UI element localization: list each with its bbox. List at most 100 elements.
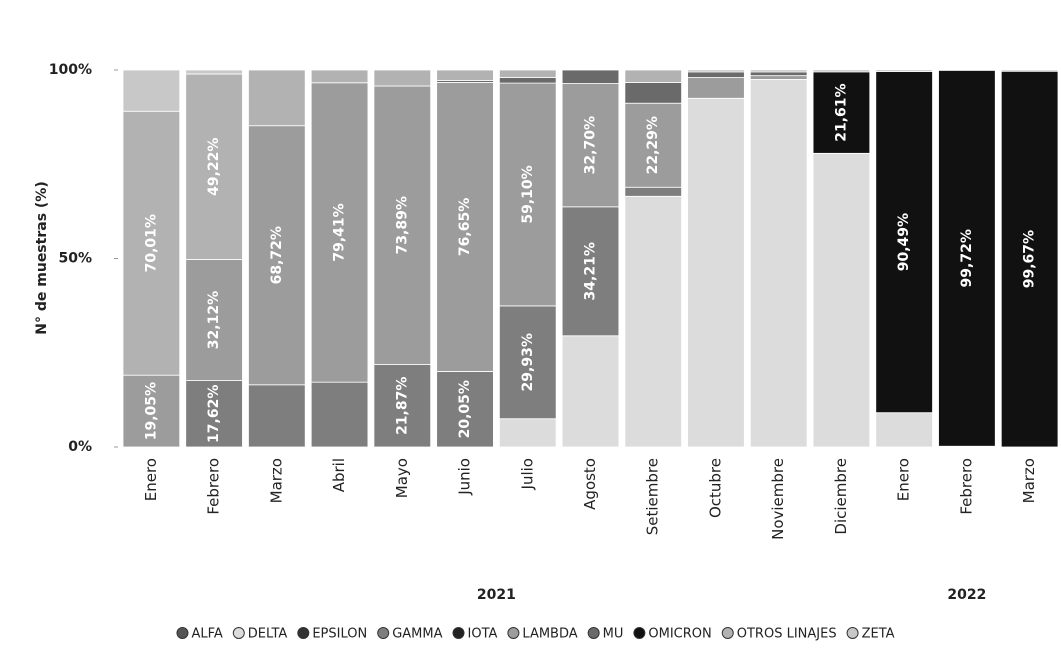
bar-segment: [373, 364, 432, 448]
y-tick-label: 0%: [68, 439, 92, 455]
value-label: 17,62%: [206, 385, 222, 443]
value-label: 32,12%: [206, 291, 222, 349]
bar-segment: [624, 195, 682, 448]
value-label: 99,67%: [1022, 230, 1038, 288]
bar-segment: [624, 69, 682, 83]
value-label: 21,87%: [394, 377, 410, 435]
value-label: 99,72%: [959, 229, 975, 287]
legend-swatch: [232, 627, 245, 639]
legend-label: GAMMA: [392, 627, 442, 642]
value-label: 19,05%: [143, 382, 159, 440]
legend-label: ZETA: [862, 627, 895, 642]
legend-label: OTROS LINAJES: [737, 627, 837, 642]
bar-segment: [122, 69, 181, 112]
bar-segment: [122, 374, 181, 448]
bar-segment: [875, 71, 933, 414]
legend-label: DELTA: [248, 627, 288, 642]
x-group-label: 2022: [947, 587, 986, 603]
value-label: 32,70%: [583, 116, 599, 174]
bar-segment: [185, 380, 243, 448]
bar-segment: [185, 259, 243, 381]
bar-segment: [185, 69, 243, 75]
bar-segment: [248, 125, 306, 386]
legend-swatch: [297, 627, 310, 639]
bar-segment: [373, 85, 432, 365]
x-tick-label: Marzo: [267, 458, 285, 503]
bar-segment: [687, 97, 745, 448]
bar-segment: [310, 381, 369, 448]
value-label: 59,10%: [520, 165, 536, 223]
bar-segment: [498, 69, 557, 78]
bar-segment: [248, 384, 306, 448]
bar-segment: [749, 71, 808, 77]
legend-swatch: [377, 627, 390, 639]
legend-swatch: [452, 627, 465, 639]
bar-segment: [749, 75, 808, 80]
x-tick-label: Marzo: [1020, 458, 1038, 503]
legend-swatch: [507, 627, 520, 639]
bar-segment: [498, 82, 557, 307]
legend-swatch: [846, 627, 859, 639]
bar-segment: [812, 152, 871, 448]
x-tick-label: Setiembre: [644, 458, 662, 535]
value-label: 20,05%: [457, 380, 473, 438]
legend-swatch: [721, 627, 734, 639]
y-tick-label: 100%: [49, 62, 92, 78]
x-tick-label: Julio: [518, 458, 536, 490]
value-label: 70,01%: [143, 214, 159, 272]
bar-segment: [561, 206, 620, 337]
bar-segment: [248, 69, 306, 127]
x-tick-label: Junio: [456, 458, 474, 496]
bar-segment: [938, 69, 996, 447]
legend-swatch: [587, 627, 600, 639]
legend-label: ALFA: [191, 627, 222, 642]
x-tick-label: Febrero: [957, 458, 975, 515]
bar-segment: [749, 69, 808, 73]
value-label: 68,72%: [269, 226, 285, 284]
value-label: 34,21%: [583, 242, 599, 300]
legend-label: IOTA: [468, 627, 498, 642]
bar-segment: [561, 69, 620, 84]
x-tick-label: Enero: [895, 458, 913, 501]
y-tick-label: 50%: [58, 251, 92, 267]
x-tick-label: Enero: [142, 458, 160, 501]
bar-segment: [624, 102, 682, 188]
x-tick-label: Octubre: [706, 458, 724, 518]
value-label: 73,89%: [394, 196, 410, 254]
value-label: 49,22%: [206, 138, 222, 196]
bar-segment: [498, 418, 557, 448]
value-label: 21,61%: [833, 83, 849, 141]
x-tick-label: Diciembre: [832, 458, 850, 535]
legend-label: MU: [603, 627, 624, 642]
bar-segment: [185, 73, 243, 260]
value-label: 29,93%: [520, 333, 536, 391]
value-label: 90,49%: [896, 213, 912, 271]
y-axis-label: N° de muestras (%): [34, 181, 50, 334]
bar-segment: [687, 71, 745, 78]
bar-segment: [687, 69, 745, 73]
x-tick-label: Abril: [330, 458, 348, 492]
legend-swatch: [176, 627, 189, 639]
bar-segment: [624, 82, 682, 104]
bar-segment: [373, 69, 432, 87]
value-label: 22,29%: [645, 116, 661, 174]
bar-segment: [812, 71, 871, 154]
bar-segment: [561, 83, 620, 208]
x-tick-label: Noviembre: [769, 458, 787, 540]
bar-segment: [875, 412, 933, 448]
bar-segment: [875, 69, 933, 72]
value-label: 79,41%: [332, 203, 348, 261]
value-label: 76,65%: [457, 198, 473, 256]
bar-segment: [749, 79, 808, 448]
legend: ALFA DELTA EPSILON GAMMA IOTA LAMBDA MU OMICRON…: [176, 627, 895, 642]
legend-swatch: [633, 627, 646, 639]
x-tick-label: Mayo: [393, 458, 411, 498]
x-tick-label: Agosto: [581, 458, 599, 510]
bar-segment: [310, 82, 369, 383]
bar-segment: [1000, 70, 1059, 448]
bar-segment: [1000, 69, 1059, 72]
bar-segment: [436, 82, 494, 372]
bar-segment: [812, 69, 871, 73]
legend-label: EPSILON: [312, 627, 367, 642]
